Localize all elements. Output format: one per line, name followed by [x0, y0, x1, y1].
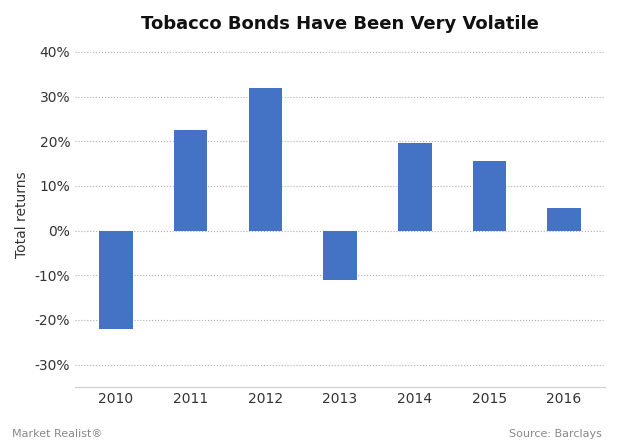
Bar — [249, 88, 282, 230]
Title: Tobacco Bonds Have Been Very Volatile: Tobacco Bonds Have Been Very Volatile — [141, 15, 539, 33]
Bar — [99, 230, 133, 329]
Y-axis label: Total returns: Total returns — [15, 171, 29, 258]
Bar — [174, 130, 208, 230]
Bar — [472, 161, 506, 230]
Bar — [398, 144, 432, 230]
Bar — [323, 230, 357, 280]
Text: Source: Barclays: Source: Barclays — [508, 428, 601, 439]
Text: Market Realist®: Market Realist® — [12, 428, 103, 439]
Bar — [547, 208, 581, 230]
